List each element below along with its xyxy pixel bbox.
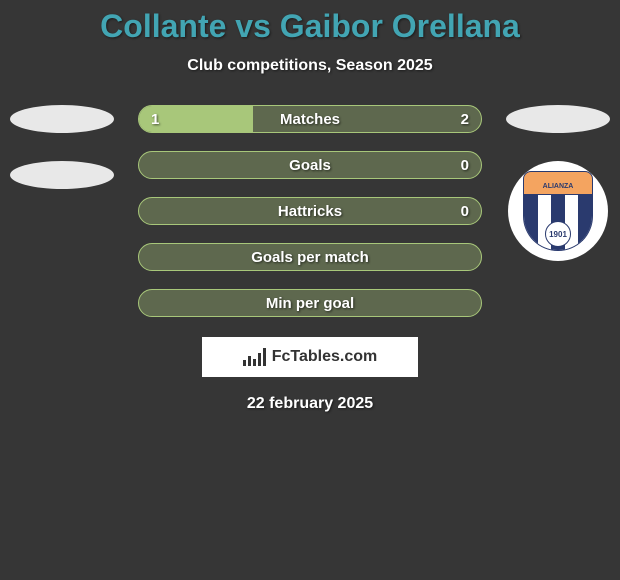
logo-text: FcTables.com [272, 348, 378, 366]
stat-label: Matches [280, 111, 340, 128]
stat-label: Min per goal [266, 295, 354, 312]
date-label: 22 february 2025 [0, 395, 620, 413]
stat-bar: Goals 0 [138, 151, 482, 179]
stat-bar: Min per goal [138, 289, 482, 317]
comparison-infographic: Collante vs Gaibor Orellana Club competi… [0, 0, 620, 413]
player-silhouette-icon [10, 105, 114, 133]
page-subtitle: Club competitions, Season 2025 [0, 57, 620, 75]
player-silhouette-icon [506, 105, 610, 133]
stat-bar: 1 Matches 2 [138, 105, 482, 133]
stat-right-value: 2 [461, 111, 469, 128]
player-right-column: ALIANZA 1901 [506, 105, 610, 261]
stat-bar: Hattricks 0 [138, 197, 482, 225]
page-title: Collante vs Gaibor Orellana [0, 8, 620, 45]
stat-bar: Goals per match [138, 243, 482, 271]
stats-bars: 1 Matches 2 Goals 0 Hattricks 0 Goals pe… [138, 105, 482, 317]
player-left-column [10, 105, 114, 189]
stat-left-value: 1 [151, 111, 159, 128]
fctables-logo: FcTables.com [202, 337, 418, 377]
stat-right-value: 0 [461, 203, 469, 220]
player-silhouette-icon [10, 161, 114, 189]
bar-chart-icon [243, 348, 266, 366]
stats-area: ALIANZA 1901 1 Matches 2 Goals 0 Hattric… [0, 105, 620, 317]
club-badge-icon: ALIANZA 1901 [508, 161, 608, 261]
stat-label: Hattricks [278, 203, 342, 220]
stat-label: Goals per match [251, 249, 369, 266]
stat-right-value: 0 [461, 157, 469, 174]
stat-label: Goals [289, 157, 331, 174]
